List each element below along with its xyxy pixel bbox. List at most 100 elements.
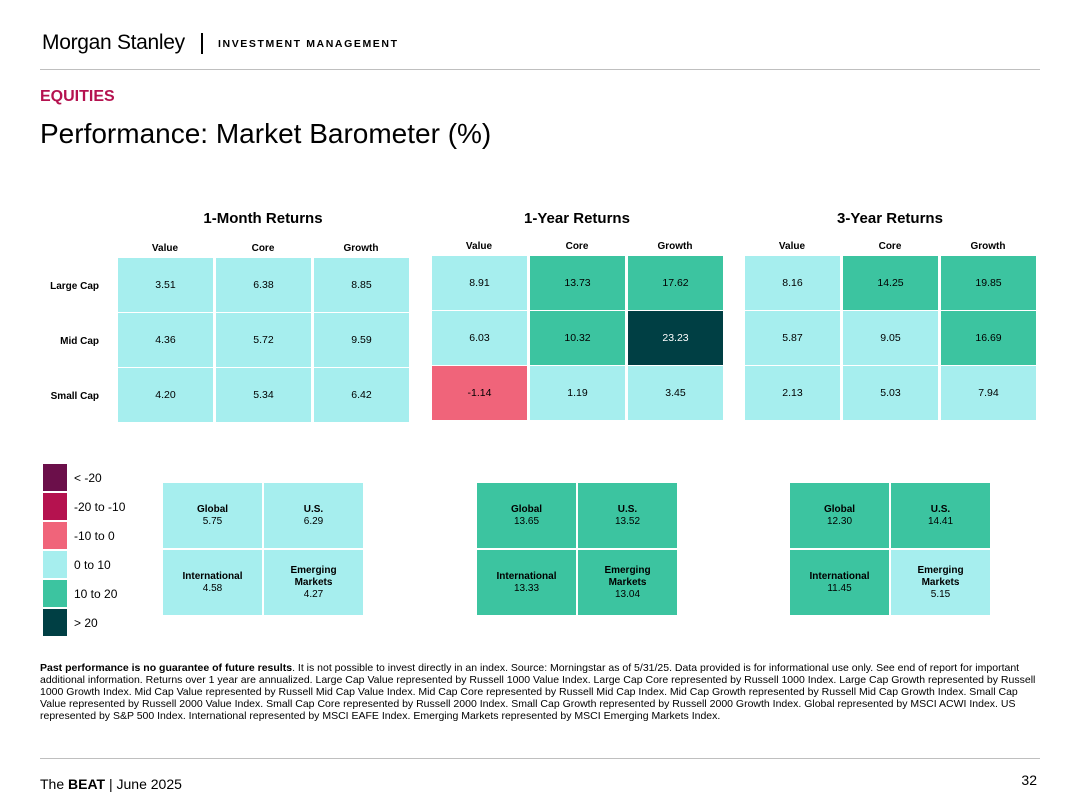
heatmap-cell: 13.73 (530, 256, 625, 310)
region-label: U.S. (617, 503, 638, 515)
column-header-core: Core (565, 241, 589, 252)
region-label: International (809, 570, 870, 582)
legend-label-2: -20 to -10 (74, 500, 126, 514)
region-value: 13.33 (513, 582, 540, 594)
region-label: U.S. (303, 503, 324, 515)
column-header-core: Core (878, 241, 902, 252)
legend-swatch-1 (43, 464, 67, 491)
region-label: Emerging Markets (604, 564, 651, 588)
heatmap-cell: 9.59 (314, 313, 409, 367)
heatmap-cell: -1.14 (432, 366, 527, 420)
heatmap-cell: 16.69 (941, 311, 1036, 365)
heatmap-cell: 19.85 (941, 256, 1036, 310)
heatmap-cell: 23.23 (628, 311, 723, 365)
footer-beat: BEAT (68, 776, 106, 792)
header-divider (201, 33, 203, 54)
footer-rule (40, 758, 1040, 759)
region-value: 13.52 (614, 515, 641, 527)
legend-label-1: < -20 (74, 471, 102, 485)
legend-label-4: 0 to 10 (74, 558, 111, 572)
region-value: 13.04 (614, 588, 641, 600)
region-box-emerging-markets: Emerging Markets 5.15 (891, 550, 990, 615)
row-header-large-cap: Large Cap (50, 281, 99, 292)
region-value: 12.30 (826, 515, 853, 527)
column-header-value: Value (465, 241, 493, 252)
region-label: International (182, 570, 243, 582)
heatmap-cell: 9.05 (843, 311, 938, 365)
footer-publication: The BEAT | June 2025 (40, 776, 182, 792)
legend-swatch-4 (43, 551, 67, 578)
footnote-text: . It is not possible to invest directly … (40, 662, 1036, 722)
page-number: 32 (1021, 772, 1037, 788)
column-header-growth: Growth (970, 241, 1006, 252)
column-header-growth: Growth (343, 243, 379, 254)
heatmap-cell: 3.45 (628, 366, 723, 420)
region-value: 13.65 (513, 515, 540, 527)
region-label: Global (823, 503, 856, 515)
region-value: 5.75 (202, 515, 223, 527)
column-header-growth: Growth (657, 241, 693, 252)
region-box-emerging-markets: Emerging Markets 13.04 (578, 550, 677, 615)
heatmap-cell: 8.91 (432, 256, 527, 310)
heatmap-cell: 4.36 (118, 313, 213, 367)
heatmap-cell: 5.34 (216, 368, 311, 422)
heatmap-cell: 3.51 (118, 258, 213, 312)
region-value: 4.27 (303, 588, 324, 600)
1-year-returns-title: 1-Year Returns (524, 210, 630, 227)
footnote-disclaimer: Past performance is no guarantee of futu… (40, 662, 293, 674)
region-box-international: International 13.33 (477, 550, 576, 615)
region-label: Emerging Markets (290, 564, 337, 588)
region-label: International (496, 570, 557, 582)
heatmap-cell: 1.19 (530, 366, 625, 420)
region-box-international: International 11.45 (790, 550, 889, 615)
heatmap-cell: 14.25 (843, 256, 938, 310)
footer-suffix: | June 2025 (105, 776, 182, 792)
region-box-international: International 4.58 (163, 550, 262, 615)
region-box-u-s: U.S. 14.41 (891, 483, 990, 548)
region-box-global: Global 13.65 (477, 483, 576, 548)
heatmap-cell: 8.16 (745, 256, 840, 310)
region-value: 14.41 (927, 515, 954, 527)
legend-swatch-5 (43, 580, 67, 607)
region-box-global: Global 5.75 (163, 483, 262, 548)
region-box-u-s: U.S. 6.29 (264, 483, 363, 548)
region-label: U.S. (930, 503, 951, 515)
heatmap-cell: 5.72 (216, 313, 311, 367)
heatmap-cell: 6.03 (432, 311, 527, 365)
region-value: 6.29 (303, 515, 324, 527)
heatmap-cell: 6.42 (314, 368, 409, 422)
heatmap-cell: 7.94 (941, 366, 1036, 420)
heatmap-cell: 4.20 (118, 368, 213, 422)
region-value: 11.45 (827, 582, 852, 594)
heatmap-cell: 8.85 (314, 258, 409, 312)
region-box-u-s: U.S. 13.52 (578, 483, 677, 548)
legend-label-5: 10 to 20 (74, 587, 118, 601)
column-header-core: Core (251, 243, 275, 254)
region-label: Global (510, 503, 543, 515)
region-value: 4.58 (202, 582, 223, 594)
header-rule (40, 69, 1040, 70)
heatmap-cell: 2.13 (745, 366, 840, 420)
footer-prefix: The (40, 776, 69, 792)
row-header-small-cap: Small Cap (50, 391, 99, 402)
legend-swatch-6 (43, 609, 67, 636)
brand-logo: Morgan Stanley (42, 31, 185, 54)
page-title: Performance: Market Barometer (%) (40, 118, 492, 149)
section-label: EQUITIES (40, 88, 115, 105)
region-box-emerging-markets: Emerging Markets 4.27 (264, 550, 363, 615)
region-label: Emerging Markets (917, 564, 964, 588)
brand-subtitle: INVESTMENT MANAGEMENT (218, 38, 399, 50)
region-value: 5.15 (930, 588, 951, 600)
legend-swatch-3 (43, 522, 67, 549)
column-header-value: Value (151, 243, 179, 254)
column-header-value: Value (778, 241, 806, 252)
heatmap-cell: 5.03 (843, 366, 938, 420)
row-header-mid-cap: Mid Cap (60, 336, 99, 347)
footnote: Past performance is no guarantee of futu… (40, 662, 1040, 722)
region-box-global: Global 12.30 (790, 483, 889, 548)
region-label: Global (196, 503, 229, 515)
legend-label-6: > 20 (74, 616, 98, 630)
heatmap-cell: 5.87 (745, 311, 840, 365)
legend-swatch-2 (43, 493, 67, 520)
legend-label-3: -10 to 0 (74, 529, 115, 543)
